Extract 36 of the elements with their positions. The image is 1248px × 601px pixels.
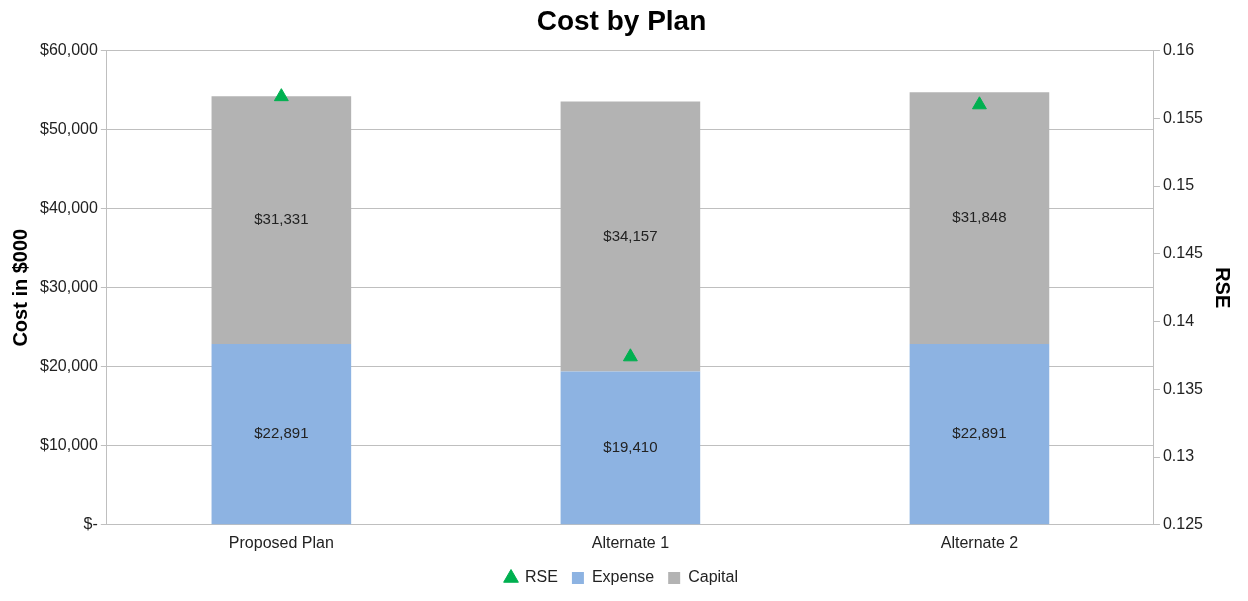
data-label: $19,410	[603, 437, 658, 455]
y-tick-label: $30,000	[39, 278, 98, 296]
data-label: $22,891	[254, 424, 309, 442]
bar	[211, 343, 352, 525]
legend-label: Capital	[688, 568, 738, 586]
legend-label: RSE	[525, 568, 558, 586]
y2-tick-label: 0.155	[1162, 108, 1204, 126]
y-tick-label: $50,000	[39, 120, 98, 138]
x-tick-label: Alternate 2	[940, 533, 1019, 551]
x-tick-label: Alternate 1	[591, 533, 670, 551]
point	[273, 88, 289, 102]
data-label: $22,891	[952, 424, 1007, 442]
y-tick-label: $60,000	[39, 41, 98, 59]
y2-tick-label: 0.13	[1162, 447, 1195, 465]
data-label: $34,157	[603, 226, 658, 244]
y-tick-label: $20,000	[39, 357, 98, 375]
data-label: $31,848	[952, 208, 1007, 226]
point	[622, 348, 638, 362]
bar	[560, 371, 701, 525]
y2-tick-label: 0.14	[1162, 311, 1195, 329]
y2-tick-label: 0.15	[1162, 176, 1195, 194]
y-tick-label: $10,000	[39, 436, 98, 454]
x-tick-label: Proposed Plan	[228, 533, 334, 551]
y-tick-label: $-	[83, 515, 98, 533]
bar	[909, 343, 1050, 525]
y2-tick-label: 0.135	[1162, 379, 1204, 397]
y2-tick-label: 0.16	[1162, 41, 1195, 59]
y2-tick-label: 0.125	[1162, 515, 1204, 533]
legend-label: Expense	[591, 568, 655, 586]
y-tick-label: $40,000	[39, 199, 98, 217]
y2-axis-title: RSE	[1212, 267, 1235, 309]
y-axis-title: Cost in $000	[8, 228, 31, 347]
y2-tick-label: 0.145	[1162, 244, 1204, 262]
point	[972, 96, 987, 110]
chart-title: Cost by Plan	[536, 4, 707, 36]
data-label: $31,331	[254, 210, 309, 228]
